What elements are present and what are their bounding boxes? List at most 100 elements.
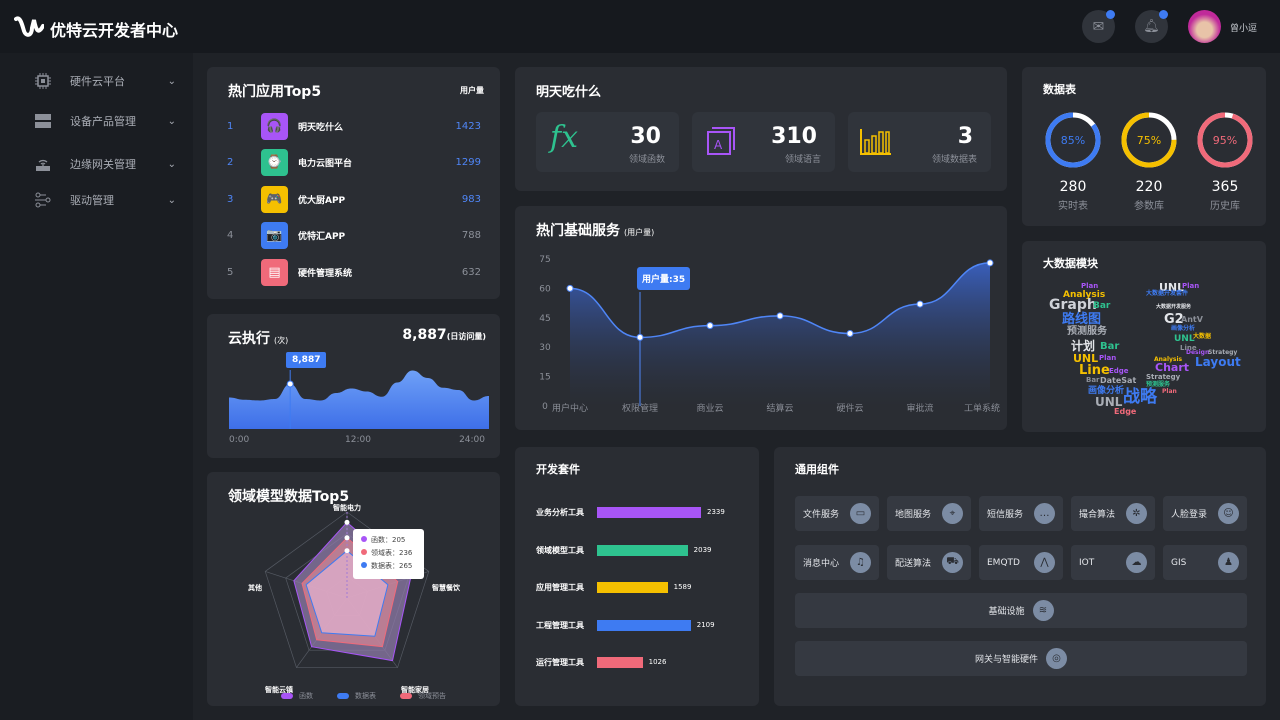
rank: 2: [227, 157, 234, 168]
card-title: 领域模型数据Top5: [228, 489, 350, 505]
component-button-wide[interactable]: 基础设施 ≋: [795, 593, 1247, 628]
data-point[interactable]: [776, 312, 784, 320]
word-cloud-word: Plan: [1182, 282, 1200, 290]
chevron-down-icon: ⌄: [167, 115, 176, 127]
user-name[interactable]: 曾小逗: [1230, 24, 1258, 34]
component-button[interactable]: EMQTD ⋀: [979, 545, 1063, 580]
stat-functions[interactable]: fx 30 领域函数: [536, 112, 679, 172]
bar-category: 运行管理工具: [536, 658, 584, 667]
legend-item[interactable]: 领域预告: [400, 691, 446, 701]
bar-category: 应用管理工具: [536, 583, 584, 592]
card-title: 明天吃什么: [536, 85, 602, 100]
sidebar-item-label: 硬件云平台: [70, 75, 125, 88]
component-button[interactable]: 消息中心 ♫: [795, 545, 879, 580]
app-list-item[interactable]: 5 ▤ 硬件管理系统 632: [227, 258, 481, 286]
data-point[interactable]: [916, 300, 924, 308]
sidebar-item-edge-gateway[interactable]: 边缘网关管理 ⌄: [34, 152, 184, 176]
legend-swatch: [337, 693, 349, 699]
series-dot: [361, 549, 367, 555]
app-list-item[interactable]: 4 📷 优特汇APP 788: [227, 222, 481, 250]
bar[interactable]: [597, 544, 688, 556]
stat-label: 领域函数: [628, 155, 665, 165]
stat-datatables[interactable]: 3 领域数据表: [848, 112, 991, 172]
data-point[interactable]: [986, 259, 994, 267]
legend-item[interactable]: 函数: [281, 691, 313, 701]
avatar[interactable]: [1188, 10, 1221, 43]
logo-icon: [14, 16, 44, 37]
data-point[interactable]: [846, 329, 854, 337]
bar-category: 领域模型工具: [536, 545, 584, 555]
x-label: 24:00: [459, 435, 485, 445]
legend-label: 领域预告: [418, 692, 446, 700]
series-dot: [361, 536, 367, 542]
component-button[interactable]: 地图服务 ⌖: [887, 496, 971, 531]
radar-legend: 函数 数据表 领域预告: [281, 691, 470, 701]
data-point[interactable]: [344, 548, 350, 554]
app-list-item[interactable]: 3 🎮 优大厨APP 983: [227, 185, 481, 213]
mail-button[interactable]: ✉: [1082, 10, 1115, 43]
notification-button[interactable]: 🔔︎: [1135, 10, 1168, 43]
sidebar-item-device-products[interactable]: 设备产品管理 ⌄: [34, 109, 184, 133]
chat-icon: …: [1034, 503, 1055, 524]
data-point[interactable]: [344, 535, 350, 541]
legend-label: 函数: [299, 692, 313, 700]
tomorrow-card: 明天吃什么 fx 30 领域函数 A 310 领域语言 3 领域数据表: [515, 67, 1007, 191]
bar-value-label: 2039: [693, 545, 712, 554]
chart-tooltip: 8,887: [286, 352, 327, 368]
data-point[interactable]: [344, 519, 350, 525]
ring-percent: 75%: [1137, 134, 1161, 147]
app-name: 电力云图平台: [298, 159, 353, 169]
word-cloud-word: DateSat: [1100, 376, 1137, 385]
user-count: 1299: [455, 157, 481, 168]
component-button[interactable]: 文件服务 ▭: [795, 496, 879, 531]
tooltip-row: 数据表：265: [361, 560, 416, 573]
bell-icon: 🔔︎: [1143, 19, 1160, 34]
data-point[interactable]: [286, 380, 294, 388]
word-cloud-word: Plan: [1099, 354, 1117, 362]
word-cloud-word: Plan: [1081, 282, 1099, 290]
bar[interactable]: [597, 657, 643, 668]
word-cloud-word: 大数据: [1193, 333, 1212, 340]
stat-languages[interactable]: A 310 领域语言: [692, 112, 835, 172]
headphones-icon: 🎧: [261, 112, 288, 140]
data-point[interactable]: [636, 333, 644, 341]
bar[interactable]: [597, 619, 691, 631]
card-title: 热门应用Top5: [228, 84, 322, 100]
component-button[interactable]: IOT ☁: [1071, 545, 1155, 580]
x-label: 0:00: [229, 435, 250, 445]
bar[interactable]: [597, 507, 701, 518]
app-list-item[interactable]: 2 ⌚ 电力云图平台 1299: [227, 149, 481, 177]
ring-label: 参数库: [1134, 201, 1164, 212]
bar[interactable]: [597, 582, 668, 593]
user-count: 632: [461, 266, 481, 278]
ring-stat[interactable]: 75% 220 参数库: [1120, 111, 1178, 212]
component-button[interactable]: GIS ♟: [1163, 545, 1247, 580]
app-list-item[interactable]: 1 🎧 明天吃什么 1423: [227, 112, 481, 140]
component-button-wide[interactable]: 网关与智能硬件 ◎: [795, 641, 1247, 676]
tooltip-text: 数据表：265: [371, 562, 413, 570]
word-cloud-word: Strategy: [1208, 349, 1238, 356]
component-button[interactable]: 配送算法 ⛟: [887, 545, 971, 580]
user-count: 1423: [455, 120, 481, 132]
sidebar-item-hardware-cloud[interactable]: 硬件云平台 ⌄: [34, 69, 184, 93]
word-cloud-word: Edge: [1114, 407, 1137, 416]
component-button[interactable]: 人脸登录 ☺: [1163, 496, 1247, 531]
component-button[interactable]: 撮合算法 ✲: [1071, 496, 1155, 531]
component-button[interactable]: 短信服务…: [979, 496, 1063, 531]
stat-value: 30: [630, 124, 661, 149]
ring-stat[interactable]: 95% 365 历史库: [1196, 111, 1254, 212]
y-tick-label: 30: [539, 343, 551, 353]
data-point[interactable]: [706, 322, 714, 330]
radar-axis-label: 智慧餐饮: [432, 583, 461, 592]
router-icon: [36, 159, 50, 171]
folder-icon: ▭: [850, 503, 871, 524]
sidebar-item-drivers[interactable]: 驱动管理 ⌄: [34, 188, 184, 212]
word-cloud-word: 预测服务: [1067, 326, 1107, 337]
word-cloud-word: 计划: [1071, 339, 1096, 353]
radar-axis-label: 智能云镇: [265, 685, 293, 694]
ring-stat[interactable]: 85% 280 实时表: [1044, 111, 1102, 212]
data-point[interactable]: [566, 284, 574, 292]
legend-item[interactable]: 数据表: [337, 691, 376, 701]
title-unit: (次): [274, 336, 289, 345]
